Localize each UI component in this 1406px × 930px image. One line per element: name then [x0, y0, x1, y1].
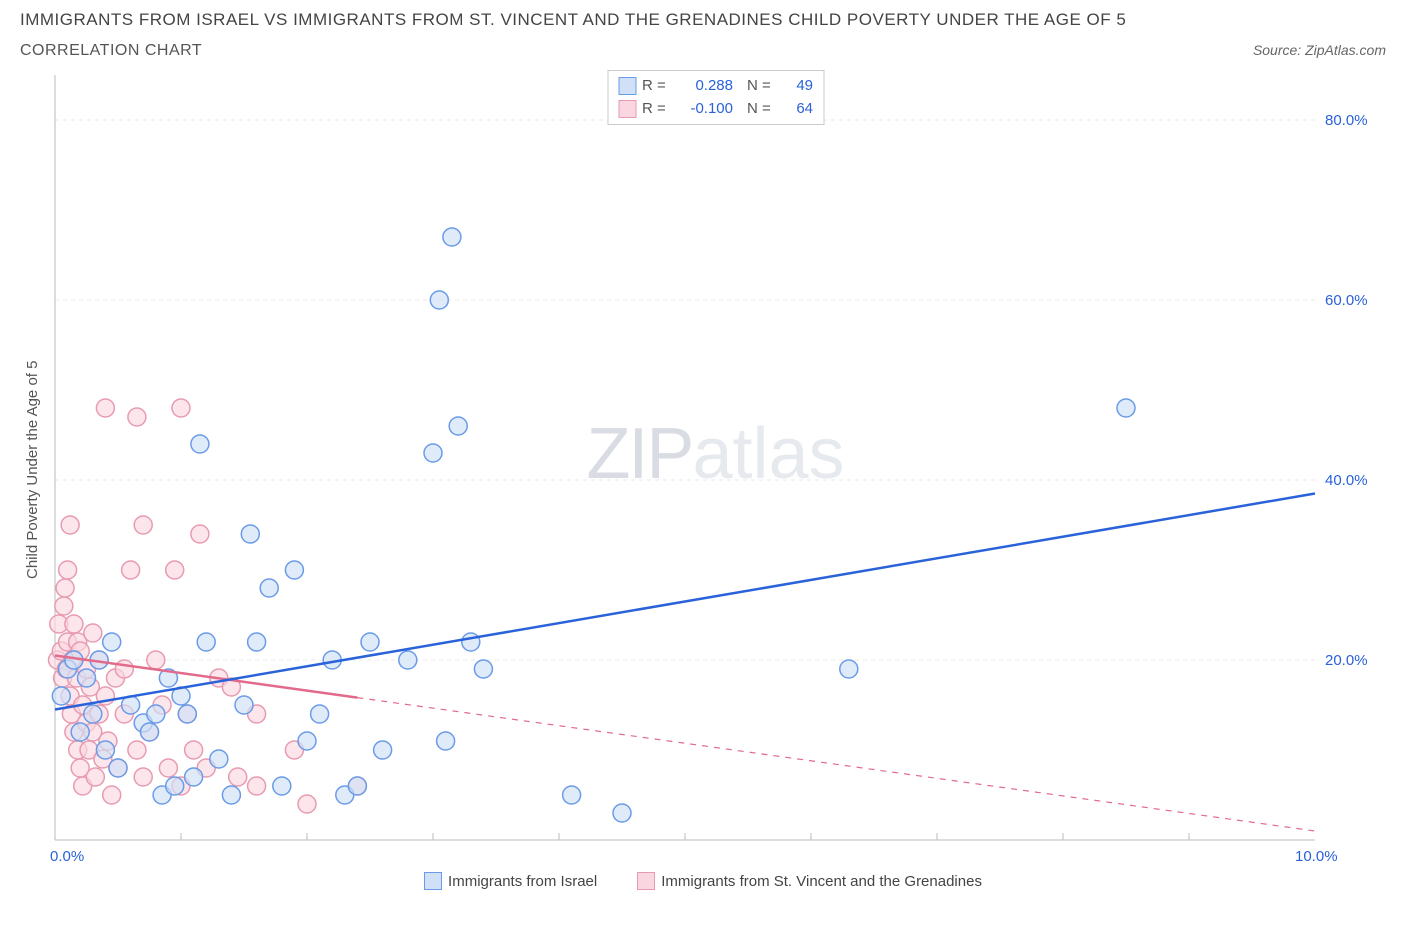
x-axis-start-label: 0.0% [50, 848, 84, 865]
correlation-legend: R = 0.288 N = 49 R = -0.100 N = 64 [607, 70, 824, 125]
svg-text:60.0%: 60.0% [1325, 292, 1368, 309]
subtitle-row: CORRELATION CHART Source: ZipAtlas.com [20, 42, 1386, 60]
plot-area: 20.0%40.0%60.0%80.0% ZIPatlas R =0.288N … [45, 70, 1386, 870]
x-axis-end-label: 10.0% [1295, 848, 1338, 865]
chart-title: IMMIGRANTS FROM ISRAEL VS IMMIGRANTS FRO… [20, 10, 1386, 30]
legend-n-label: N = [747, 75, 777, 98]
legend-row: R = -0.100 N = 64 [618, 98, 813, 121]
legend-n-value: 64 [783, 98, 813, 121]
source-label: Source: [1253, 42, 1301, 58]
legend-r-value: -0.100 [678, 98, 733, 121]
svg-text:80.0%: 80.0% [1325, 112, 1368, 129]
chart-subtitle: CORRELATION CHART [20, 42, 202, 60]
legend-n-label: N = [747, 98, 777, 121]
legend-swatch [637, 872, 655, 890]
legend-swatch [618, 77, 636, 95]
series-legend-item: Immigrants from St. Vincent and the Gren… [637, 872, 982, 890]
source-value: ZipAtlas.com [1305, 42, 1386, 58]
legend-r-value: 0.288 [678, 75, 733, 98]
legend-swatch [424, 872, 442, 890]
series-name: Immigrants from Israel [448, 873, 597, 890]
series-legend-item: Immigrants from Israel [424, 872, 597, 890]
series-legend: Immigrants from Israel Immigrants from St… [20, 872, 1386, 890]
scatter-plot-svg: 20.0% 40.0% 60.0% 80.0% [45, 70, 1385, 870]
title-block: IMMIGRANTS FROM ISRAEL VS IMMIGRANTS FRO… [20, 10, 1386, 60]
legend-row: R = 0.288 N = 49 [618, 75, 813, 98]
chart-container: Child Poverty Under the Age of 5 20.0% 40… [20, 70, 1386, 870]
svg-text:20.0%: 20.0% [1325, 652, 1368, 669]
legend-swatch [618, 100, 636, 118]
legend-r-label: R = [642, 98, 672, 121]
legend-r-label: R = [642, 75, 672, 98]
svg-text:40.0%: 40.0% [1325, 472, 1368, 489]
y-axis-label: Child Poverty Under the Age of 5 [20, 70, 45, 870]
series-name: Immigrants from St. Vincent and the Gren… [661, 873, 982, 890]
legend-n-value: 49 [783, 75, 813, 98]
source-attribution: Source: ZipAtlas.com [1253, 42, 1386, 58]
